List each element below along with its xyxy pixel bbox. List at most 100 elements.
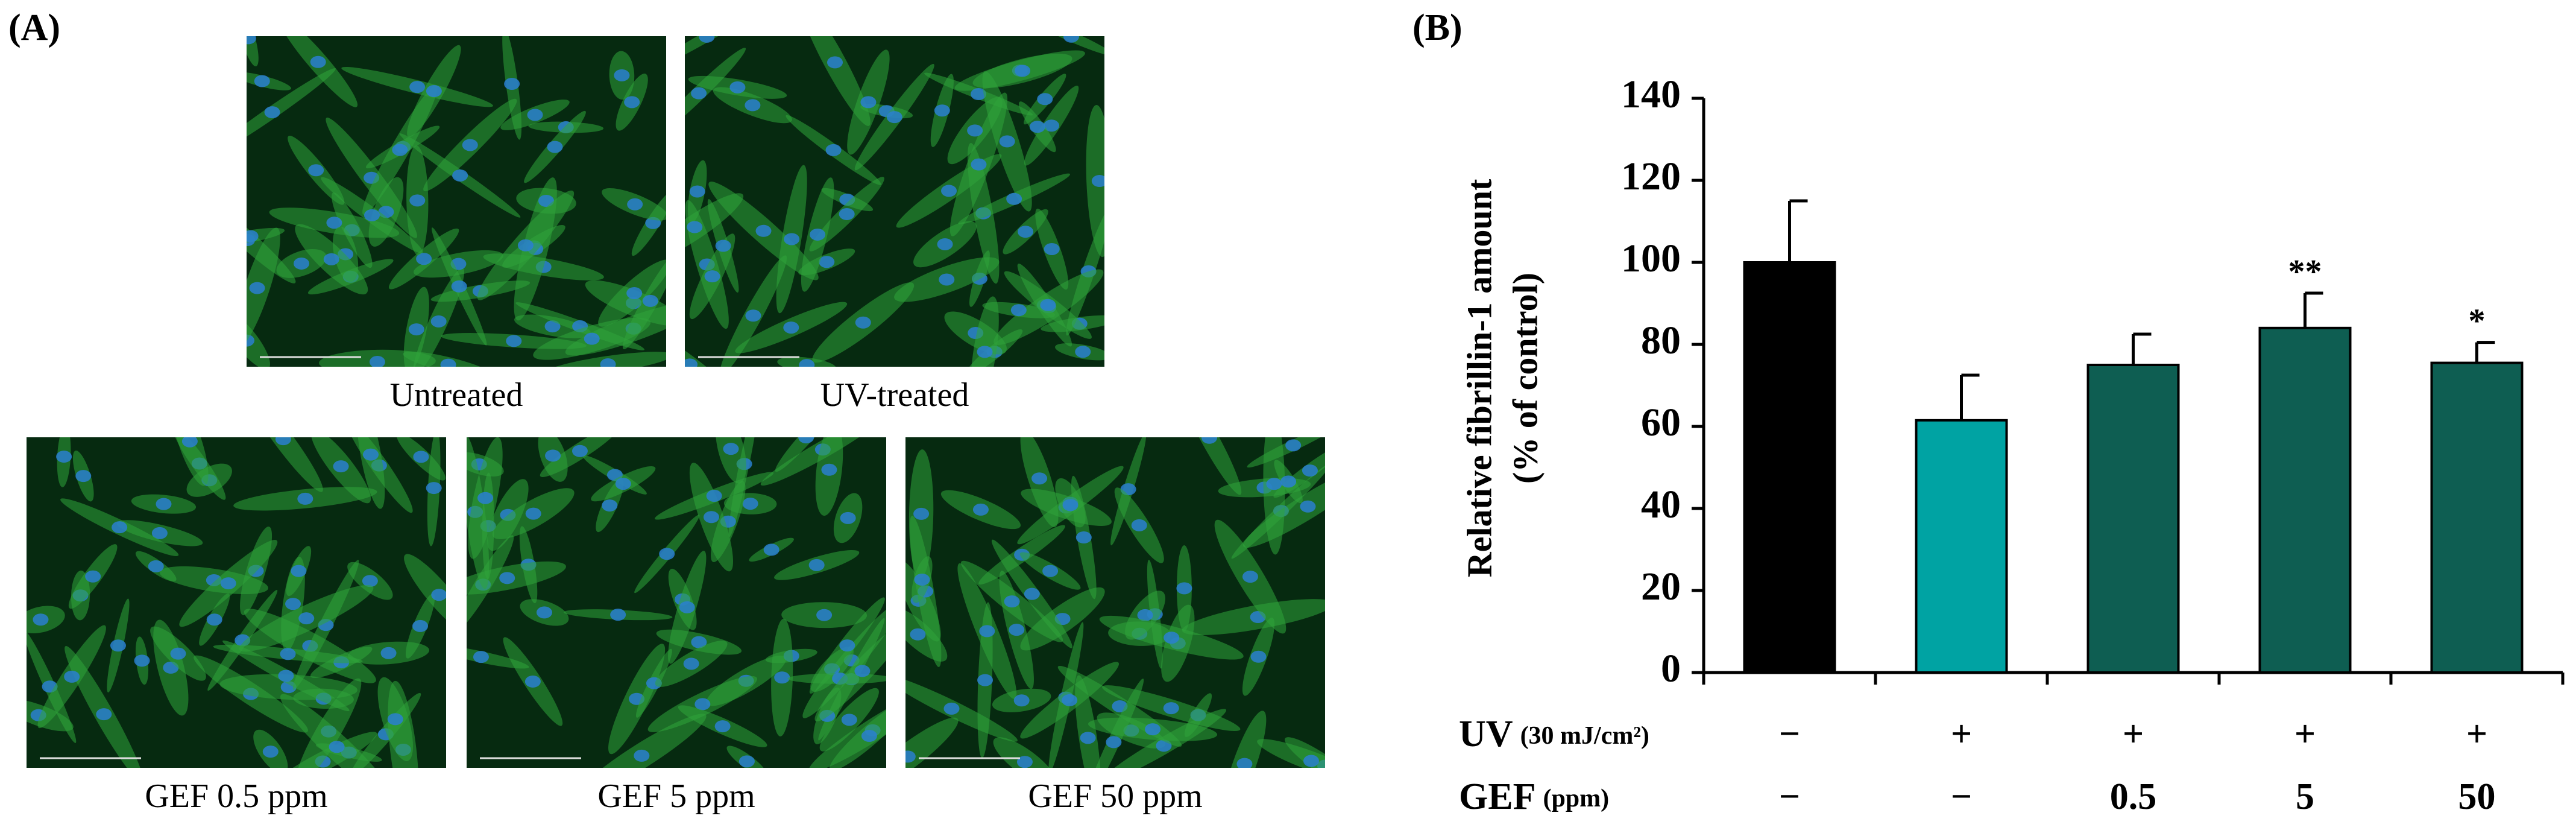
nucleus — [1266, 478, 1282, 490]
bar — [2258, 326, 2352, 674]
nucleus — [1201, 437, 1217, 444]
nucleus — [886, 111, 902, 124]
cells — [905, 437, 1325, 768]
nucleus — [1062, 499, 1079, 511]
nucleus — [412, 619, 429, 632]
nucleus — [1242, 571, 1258, 583]
nucleus — [861, 730, 877, 742]
row-value: + — [2294, 714, 2316, 755]
nucleus — [972, 503, 989, 516]
nucleus — [278, 670, 294, 682]
bar — [1915, 419, 2008, 674]
nucleus — [905, 750, 916, 763]
nucleus — [1063, 36, 1079, 43]
nucleus — [64, 670, 80, 683]
row-unit: (ppm) — [1543, 785, 1609, 812]
nucleus — [285, 598, 301, 610]
nucleus — [821, 463, 837, 476]
bar — [1743, 261, 1836, 674]
nucleus — [1062, 694, 1078, 706]
nucleus — [409, 81, 426, 93]
nucleus — [941, 185, 957, 197]
nucleus — [683, 657, 699, 670]
y-tick-label: 0 — [1661, 647, 1681, 691]
nucleus — [614, 69, 630, 81]
image-caption: GEF 50 ppm — [1028, 777, 1202, 815]
nucleus — [249, 282, 265, 294]
nucleus — [703, 511, 719, 524]
nucleus — [1091, 175, 1104, 188]
nucleus — [298, 612, 315, 625]
nucleus — [431, 589, 446, 601]
micrograph — [467, 437, 886, 768]
nucleus — [798, 437, 814, 444]
nucleus — [729, 81, 746, 93]
nucleus — [1040, 299, 1056, 311]
row-value: − — [1779, 714, 1800, 755]
y-tick-label: 100 — [1621, 236, 1681, 280]
nucleus — [977, 346, 993, 358]
row-unit: (30 mJ/cm²) — [1520, 722, 1649, 750]
nucleus — [679, 601, 695, 613]
nucleus — [294, 257, 310, 270]
nucleus — [33, 613, 49, 626]
nucleus — [75, 470, 92, 483]
nucleus — [110, 639, 126, 652]
nucleus — [943, 702, 960, 715]
nucleus — [967, 124, 983, 137]
nucleus — [452, 169, 468, 182]
nucleus — [451, 280, 467, 293]
bar — [2086, 364, 2180, 674]
nucleus — [426, 85, 442, 98]
nucleus — [1080, 732, 1096, 744]
nucleus — [634, 749, 650, 762]
cells — [247, 36, 666, 367]
micrograph — [685, 36, 1104, 367]
nucleus — [1280, 475, 1297, 488]
row-name: GEF — [1459, 776, 1535, 817]
nucleus — [1236, 758, 1253, 768]
cells — [467, 437, 886, 768]
row-value: 50 — [2458, 776, 2496, 817]
nucleus — [1285, 439, 1302, 452]
y-tick-label: 40 — [1641, 483, 1681, 527]
nucleus — [810, 228, 826, 241]
nucleus — [1137, 609, 1153, 621]
micrograph — [27, 437, 446, 768]
cells — [27, 437, 446, 768]
nucleus — [1037, 93, 1053, 106]
row-value: 5 — [2296, 776, 2314, 817]
y-tick-label: 120 — [1621, 154, 1681, 198]
nucleus — [642, 294, 658, 307]
significance: ** — [2288, 253, 2322, 291]
nucleus — [685, 358, 698, 367]
row-value: + — [1951, 714, 1972, 755]
nucleus — [1044, 242, 1060, 255]
nucleus — [839, 207, 855, 220]
nucleus — [170, 647, 186, 660]
nucleus — [1004, 595, 1020, 608]
nucleus — [416, 253, 432, 265]
nucleus — [462, 139, 478, 151]
nucleus — [799, 359, 815, 367]
nucleus — [914, 573, 930, 586]
nucleus — [112, 521, 128, 534]
nucleus — [181, 437, 198, 448]
nucleus — [134, 654, 150, 667]
nucleus — [524, 675, 541, 688]
nucleus — [1303, 755, 1319, 767]
y-tick-label: 140 — [1621, 72, 1681, 116]
nucleus — [440, 358, 456, 367]
nucleus — [937, 238, 953, 250]
nucleus — [392, 144, 408, 156]
nucleus — [691, 87, 707, 100]
nucleus — [1029, 121, 1045, 133]
nucleus — [1250, 650, 1267, 663]
nucleus — [841, 714, 857, 726]
nucleus — [369, 356, 385, 367]
nucleus — [600, 358, 616, 367]
nucleus — [704, 270, 720, 283]
nucleus — [1106, 736, 1122, 749]
nucleus — [627, 198, 643, 211]
nucleus — [808, 559, 825, 571]
